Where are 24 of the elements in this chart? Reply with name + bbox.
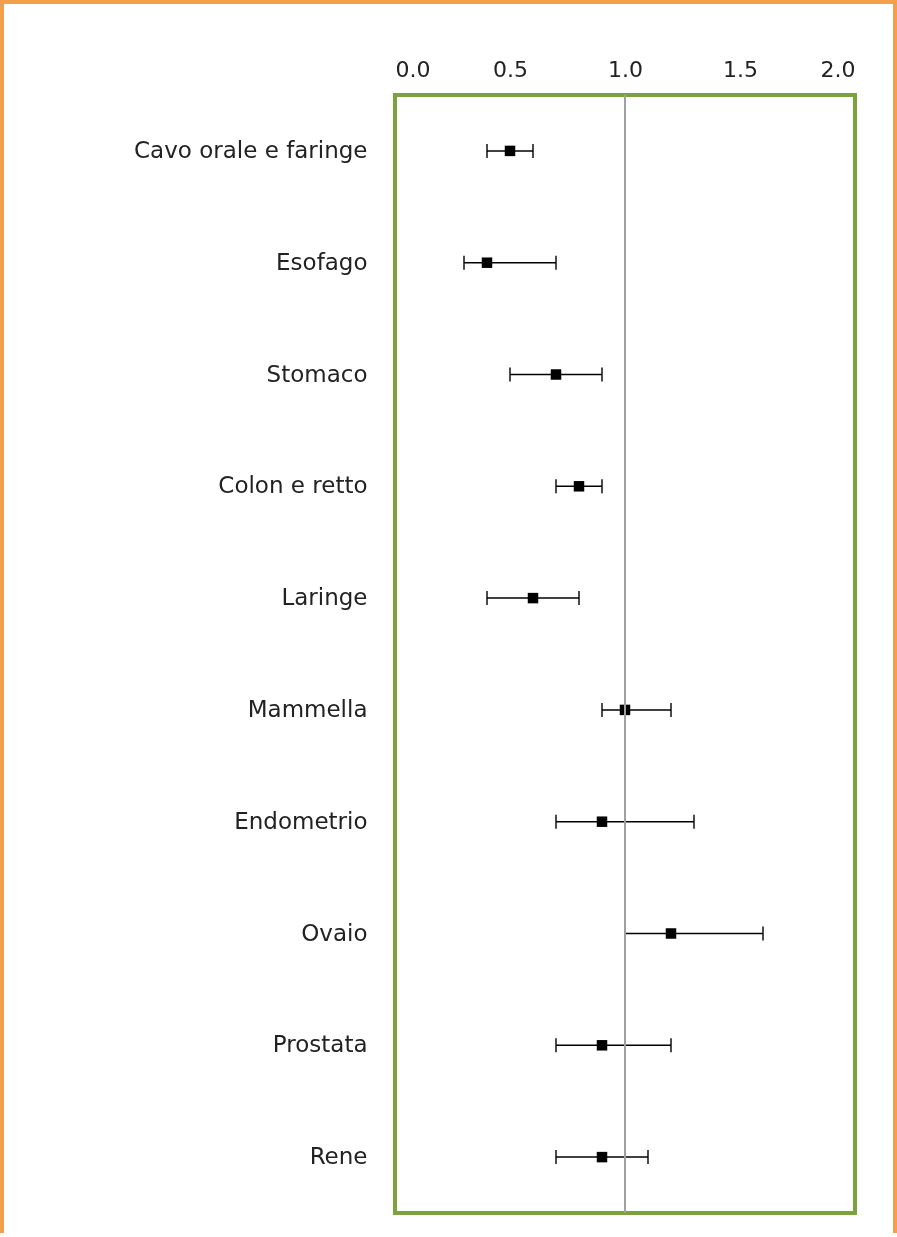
point [550,369,562,380]
y-tick-label: Stomaco [266,360,368,387]
point [596,1151,608,1163]
point [665,928,677,939]
point [504,145,516,157]
x-tick-label: 0.0 [395,56,431,82]
y-tick-label: Ovaio [301,919,368,946]
y-tick-label: Mammella [247,695,368,722]
y-tick-label: Colon e retto [218,472,368,499]
x-tick-label: 1.5 [723,56,758,82]
x-tick-label: 1.0 [608,56,643,82]
x-tick-label: 2.0 [820,56,856,82]
point [481,257,493,268]
point [596,1040,608,1051]
point [527,592,539,604]
y-tick-label: Cavo orale e faringe [134,136,368,163]
point [573,481,585,492]
y-tick-label: Laringe [281,584,368,611]
y-tick-label: Endometrio [234,807,368,834]
y-tick-label: Esofago [276,248,368,275]
y-tick-label: Prostata [272,1031,368,1058]
point [596,816,608,827]
x-tick-label: 0.5 [493,56,528,82]
y-tick-label: Rene [309,1143,368,1170]
